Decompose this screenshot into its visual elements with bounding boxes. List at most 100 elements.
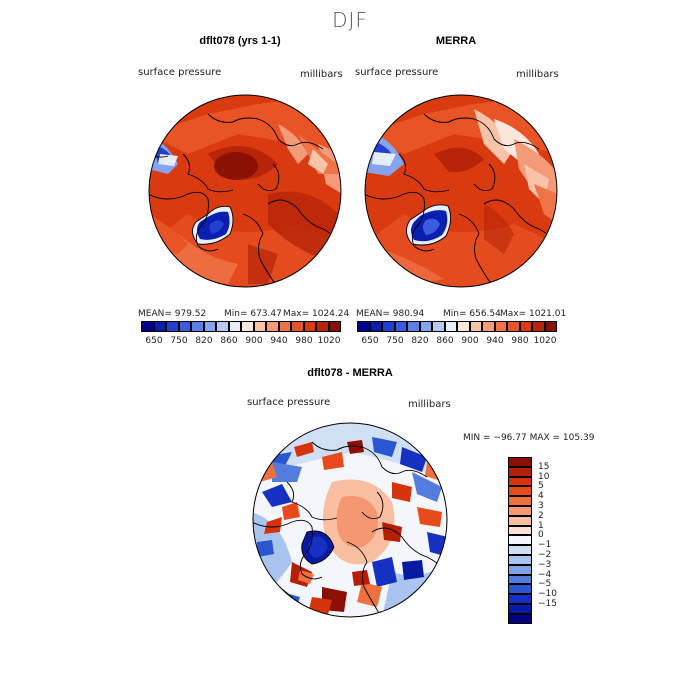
- diff-colorbar-labels: 15 10 5 4 3 2 1 0 −1 −2 −3 −4 −5 −10 −15: [538, 457, 578, 657]
- colorbar-tick-label: 860: [436, 336, 454, 346]
- obs-min-value: Min= 656.54: [443, 309, 501, 319]
- diff-polar-map: [252, 422, 448, 618]
- diff-variable-label: surface pressure: [247, 397, 331, 408]
- figure-title: DJF: [332, 8, 368, 32]
- colorbar-swatch: [216, 321, 229, 332]
- colorbar-swatch: [508, 505, 532, 516]
- obs-max-value: Max= 1021.01: [500, 309, 567, 319]
- colorbar-swatch: [253, 321, 266, 332]
- colorbar-swatch: [508, 525, 532, 536]
- colorbar-tick-label: −1: [538, 540, 552, 551]
- model-units-label: millibars: [300, 69, 343, 80]
- colorbar-swatch: [494, 321, 507, 332]
- colorbar-swatch: [419, 321, 432, 332]
- colorbar-tick-label: 750: [170, 336, 188, 346]
- colorbar-swatch: [469, 321, 482, 332]
- diff-min-max-value: MIN = −96.77 MAX = 105.39: [463, 433, 595, 443]
- colorbar-tick-label: 3: [538, 501, 544, 511]
- colorbar-tick-label: 900: [245, 336, 263, 346]
- colorbar-swatch: [141, 321, 154, 332]
- colorbar-swatch: [508, 545, 532, 555]
- colorbar-swatch: [508, 535, 532, 546]
- colorbar-swatch: [508, 476, 532, 487]
- obs-mean-value: MEAN= 980.94: [356, 309, 425, 319]
- model-variable-label: surface pressure: [138, 67, 222, 78]
- colorbar-swatch: [508, 564, 532, 575]
- colorbar-swatch: [508, 466, 532, 477]
- colorbar-swatch: [508, 515, 532, 526]
- colorbar-swatch: [316, 321, 329, 332]
- colorbar-swatch: [178, 321, 191, 332]
- colorbar-tick-label: 980: [511, 336, 529, 346]
- colorbar-swatch: [508, 584, 532, 595]
- colorbar-swatch: [166, 321, 179, 332]
- colorbar-tick-label: 1020: [317, 336, 341, 346]
- colorbar-tick-label: 820: [195, 336, 213, 346]
- colorbar-swatch: [303, 321, 316, 332]
- colorbar-tick-label: 1020: [533, 336, 557, 346]
- colorbar-swatch: [328, 321, 341, 332]
- obs-colorbar: [357, 321, 557, 332]
- colorbar-swatch: [153, 321, 166, 332]
- colorbar-swatch: [544, 321, 557, 332]
- colorbar-tick-label: 820: [411, 336, 429, 346]
- colorbar-swatch: [278, 321, 291, 332]
- colorbar-swatch: [507, 321, 520, 332]
- colorbar-swatch: [457, 321, 470, 332]
- colorbar-tick-label: 650: [145, 336, 163, 346]
- colorbar-swatch: [191, 321, 204, 332]
- colorbar-tick-label: 940: [486, 336, 504, 346]
- colorbar-tick-label: 1: [538, 520, 544, 531]
- model-panel-title: dflt078 (yrs 1-1): [199, 35, 281, 47]
- colorbar-tick-label: 650: [361, 336, 379, 346]
- colorbar-swatch: [432, 321, 445, 332]
- colorbar-tick-label: −4: [538, 569, 552, 580]
- colorbar-swatch: [291, 321, 304, 332]
- colorbar-swatch: [241, 321, 254, 332]
- colorbar-tick-label: 750: [386, 336, 404, 346]
- colorbar-tick-label: 5: [538, 481, 544, 492]
- colorbar-tick-label: 900: [461, 336, 479, 346]
- colorbar-swatch: [508, 594, 532, 604]
- colorbar-tick-label: −15: [538, 599, 557, 609]
- colorbar-tick-label: 860: [220, 336, 238, 346]
- colorbar-swatch: [228, 321, 241, 332]
- colorbar-swatch: [407, 321, 420, 332]
- model-max-value: Max= 1024.24: [283, 309, 350, 319]
- colorbar-swatch: [394, 321, 407, 332]
- colorbar-swatch: [508, 486, 532, 497]
- colorbar-swatch: [508, 496, 532, 506]
- colorbar-tick-label: −5: [538, 579, 552, 590]
- colorbar-swatch: [508, 613, 532, 624]
- colorbar-swatch: [519, 321, 532, 332]
- model-min-value: Min= 673.47: [224, 309, 282, 319]
- colorbar-tick-label: 0: [538, 530, 544, 541]
- colorbar-tick-label: 2: [538, 510, 544, 521]
- colorbar-tick-label: 980: [295, 336, 313, 346]
- model-mean-value: MEAN= 979.52: [138, 309, 207, 319]
- colorbar-swatch: [508, 574, 532, 585]
- obs-panel-title: MERRA: [435, 35, 477, 47]
- colorbar-swatch: [357, 321, 370, 332]
- diff-units-label: millibars: [408, 399, 451, 410]
- colorbar-tick-label: 15: [538, 461, 550, 472]
- model-colorbar: [141, 321, 341, 332]
- colorbar-swatch: [532, 321, 545, 332]
- diff-colorbar: [508, 457, 532, 624]
- colorbar-swatch: [444, 321, 457, 332]
- colorbar-swatch: [482, 321, 495, 332]
- colorbar-swatch: [203, 321, 216, 332]
- colorbar-tick-label: −10: [538, 589, 557, 600]
- obs-polar-map: [364, 94, 558, 288]
- colorbar-swatch: [508, 603, 532, 614]
- colorbar-tick-label: −2: [538, 550, 552, 560]
- obs-units-label: millibars: [516, 69, 559, 80]
- colorbar-swatch: [508, 554, 532, 565]
- colorbar-swatch: [369, 321, 382, 332]
- colorbar-swatch: [382, 321, 395, 332]
- colorbar-tick-label: 4: [538, 491, 544, 502]
- colorbar-tick-label: 940: [270, 336, 288, 346]
- diff-panel-title: dflt078 - MERRA: [307, 367, 393, 379]
- colorbar-swatch: [508, 457, 532, 467]
- colorbar-swatch: [266, 321, 279, 332]
